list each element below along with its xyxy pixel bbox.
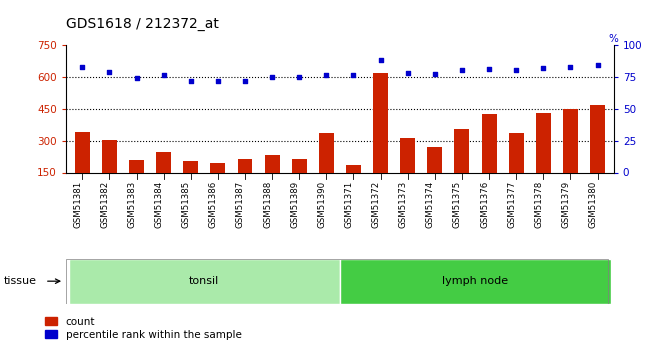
Bar: [292, 159, 307, 172]
Point: [77, 64, 88, 69]
Bar: [340, 259, 611, 304]
Point: [185, 78, 196, 83]
Bar: [238, 159, 252, 172]
Bar: [183, 161, 198, 172]
Bar: [69, 259, 340, 304]
Point: [104, 69, 115, 75]
Point: [213, 78, 223, 83]
Text: GSM51387: GSM51387: [236, 181, 245, 228]
Point: [267, 74, 277, 80]
Text: GSM51388: GSM51388: [263, 181, 272, 228]
Bar: [346, 165, 361, 172]
Bar: [265, 156, 280, 172]
Text: GSM51372: GSM51372: [372, 181, 381, 228]
Bar: [509, 133, 523, 172]
Text: lymph node: lymph node: [442, 276, 509, 286]
Text: GSM51377: GSM51377: [507, 181, 516, 228]
Text: GSM51373: GSM51373: [399, 181, 408, 228]
Point: [403, 70, 413, 76]
Text: GSM51380: GSM51380: [589, 181, 597, 228]
Point: [430, 71, 440, 77]
Text: GSM51376: GSM51376: [480, 181, 489, 228]
Bar: [129, 160, 144, 172]
Text: %: %: [609, 33, 618, 43]
Bar: [319, 133, 334, 172]
Bar: [211, 163, 225, 172]
Bar: [428, 147, 442, 172]
Bar: [156, 152, 171, 172]
Point: [294, 74, 304, 80]
Point: [240, 78, 250, 83]
Text: GSM51378: GSM51378: [535, 181, 543, 228]
Text: GSM51374: GSM51374: [426, 181, 435, 228]
Text: GSM51385: GSM51385: [182, 181, 191, 228]
Bar: [455, 129, 469, 172]
Bar: [400, 138, 415, 172]
Legend: count, percentile rank within the sample: count, percentile rank within the sample: [45, 317, 242, 340]
Text: tissue: tissue: [3, 276, 36, 286]
Point: [131, 75, 142, 81]
Bar: [75, 132, 90, 172]
Text: GSM51379: GSM51379: [562, 181, 570, 228]
Text: GSM51371: GSM51371: [345, 181, 354, 228]
Bar: [482, 114, 496, 172]
Bar: [373, 72, 388, 172]
Text: GSM51383: GSM51383: [127, 181, 137, 228]
Text: GSM51375: GSM51375: [453, 181, 462, 228]
Point: [484, 66, 494, 72]
Text: GSM51390: GSM51390: [317, 181, 326, 228]
Point: [348, 73, 359, 78]
Point: [457, 68, 467, 73]
Bar: [563, 109, 578, 172]
Text: GSM51382: GSM51382: [100, 181, 110, 228]
Text: GSM51381: GSM51381: [73, 181, 82, 228]
Text: GSM51386: GSM51386: [209, 181, 218, 228]
Point: [321, 73, 331, 78]
Point: [376, 57, 386, 63]
Bar: [590, 106, 605, 172]
Point: [538, 65, 548, 71]
Point: [565, 64, 576, 69]
Point: [511, 68, 521, 73]
Text: tonsil: tonsil: [189, 276, 219, 286]
Point: [592, 62, 603, 68]
Text: GSM51384: GSM51384: [154, 181, 164, 228]
Point: [158, 73, 169, 78]
Bar: [102, 139, 117, 172]
Text: GSM51389: GSM51389: [290, 181, 299, 228]
Text: GDS1618 / 212372_at: GDS1618 / 212372_at: [66, 17, 219, 31]
Bar: [536, 113, 550, 172]
